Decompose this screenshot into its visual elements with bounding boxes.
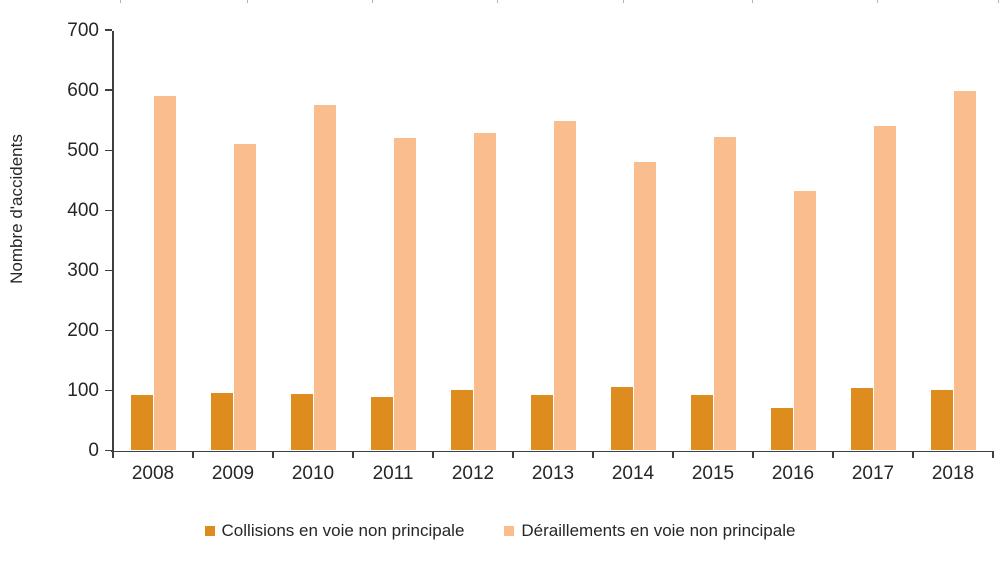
bar-deraillements-2013 — [553, 121, 576, 451]
x-category-label: 2017 — [851, 463, 895, 484]
bar-deraillements-2009 — [233, 144, 256, 451]
x-axis-line — [111, 450, 994, 452]
bar-deraillements-2011 — [393, 137, 416, 451]
x-category-label: 2008 — [131, 463, 175, 484]
x-tick-mark — [592, 452, 594, 458]
bar-deraillements-2015 — [713, 137, 736, 451]
y-tick-label: 500 — [67, 139, 99, 161]
bar-collisions-2018 — [930, 390, 953, 451]
bar-collisions-2011 — [370, 397, 393, 451]
x-category-label: 2015 — [691, 463, 735, 484]
bar-collisions-2008 — [130, 395, 153, 451]
bar-deraillements-2008 — [153, 96, 176, 451]
bar-collisions-2016 — [770, 408, 793, 451]
y-tick-mark — [105, 29, 112, 31]
x-category-label: 2014 — [611, 463, 655, 484]
top-crop-mark — [120, 0, 121, 3]
legend-label-deraillements: Déraillements en voie non principale — [521, 521, 796, 540]
top-crop-mark — [623, 0, 624, 3]
y-tick-label: 100 — [67, 379, 99, 401]
x-tick-mark — [112, 452, 114, 458]
top-crop-mark — [497, 0, 498, 3]
top-crop-mark — [247, 0, 248, 3]
y-tick-label: 300 — [67, 259, 99, 281]
x-category-label: 2018 — [931, 463, 975, 484]
bar-deraillements-2010 — [313, 104, 336, 451]
legend-item-collisions: Collisions en voie non principale — [204, 521, 465, 541]
y-tick-mark — [105, 329, 112, 332]
y-tick-mark — [105, 89, 112, 91]
y-tick-mark — [105, 389, 112, 392]
bar-deraillements-2012 — [473, 132, 496, 451]
bar-collisions-2010 — [290, 394, 313, 451]
bar-collisions-2015 — [690, 394, 713, 451]
bar-deraillements-2018 — [953, 91, 976, 451]
x-category-label: 2013 — [531, 463, 575, 484]
y-axis-line — [112, 31, 114, 452]
y-axis-title: Nombre d'accidents — [7, 134, 26, 284]
bar-collisions-2014 — [610, 387, 633, 451]
y-tick-label: 0 — [88, 440, 99, 461]
y-tick-label: 700 — [67, 19, 99, 41]
bar-deraillements-2014 — [633, 162, 656, 451]
x-category-label: 2016 — [771, 463, 815, 484]
x-tick-mark — [672, 452, 674, 458]
top-crop-mark — [877, 0, 878, 3]
legend-item-deraillements: Déraillements en voie non principale — [504, 521, 795, 541]
bar-collisions-2013 — [530, 394, 553, 451]
x-category-label: 2012 — [451, 463, 495, 484]
x-tick-mark — [752, 452, 754, 458]
legend: Collisions en voie non principale Dérail… — [0, 521, 1000, 541]
bar-deraillements-2017 — [873, 126, 896, 451]
legend-swatch-deraillements — [504, 526, 515, 536]
y-tick-mark — [105, 149, 112, 152]
bar-collisions-2017 — [850, 388, 873, 451]
x-tick-mark — [512, 452, 514, 458]
y-tick-mark — [105, 209, 112, 212]
x-tick-mark — [352, 452, 354, 458]
y-tick-label: 400 — [67, 199, 99, 221]
x-tick-mark — [832, 452, 834, 458]
y-tick-mark — [105, 449, 112, 452]
x-category-label: 2010 — [291, 463, 335, 484]
x-tick-mark — [272, 452, 274, 458]
y-tick-label: 600 — [67, 79, 99, 101]
y-tick-mark — [105, 269, 112, 272]
legend-label-collisions: Collisions en voie non principale — [221, 521, 465, 540]
legend-swatch-collisions — [204, 526, 215, 536]
x-tick-mark — [912, 452, 914, 458]
x-category-label: 2011 — [372, 463, 414, 484]
top-crop-mark — [372, 0, 373, 3]
x-tick-mark — [432, 452, 434, 458]
bar-deraillements-2016 — [793, 190, 816, 451]
y-tick-label: 200 — [67, 319, 99, 341]
x-tick-mark — [192, 452, 194, 458]
top-crop-mark — [752, 0, 753, 3]
x-tick-mark — [992, 452, 994, 458]
bar-collisions-2012 — [450, 390, 473, 451]
x-category-label: 2009 — [211, 463, 255, 484]
bar-collisions-2009 — [210, 393, 233, 451]
top-crop-mark — [998, 0, 999, 3]
